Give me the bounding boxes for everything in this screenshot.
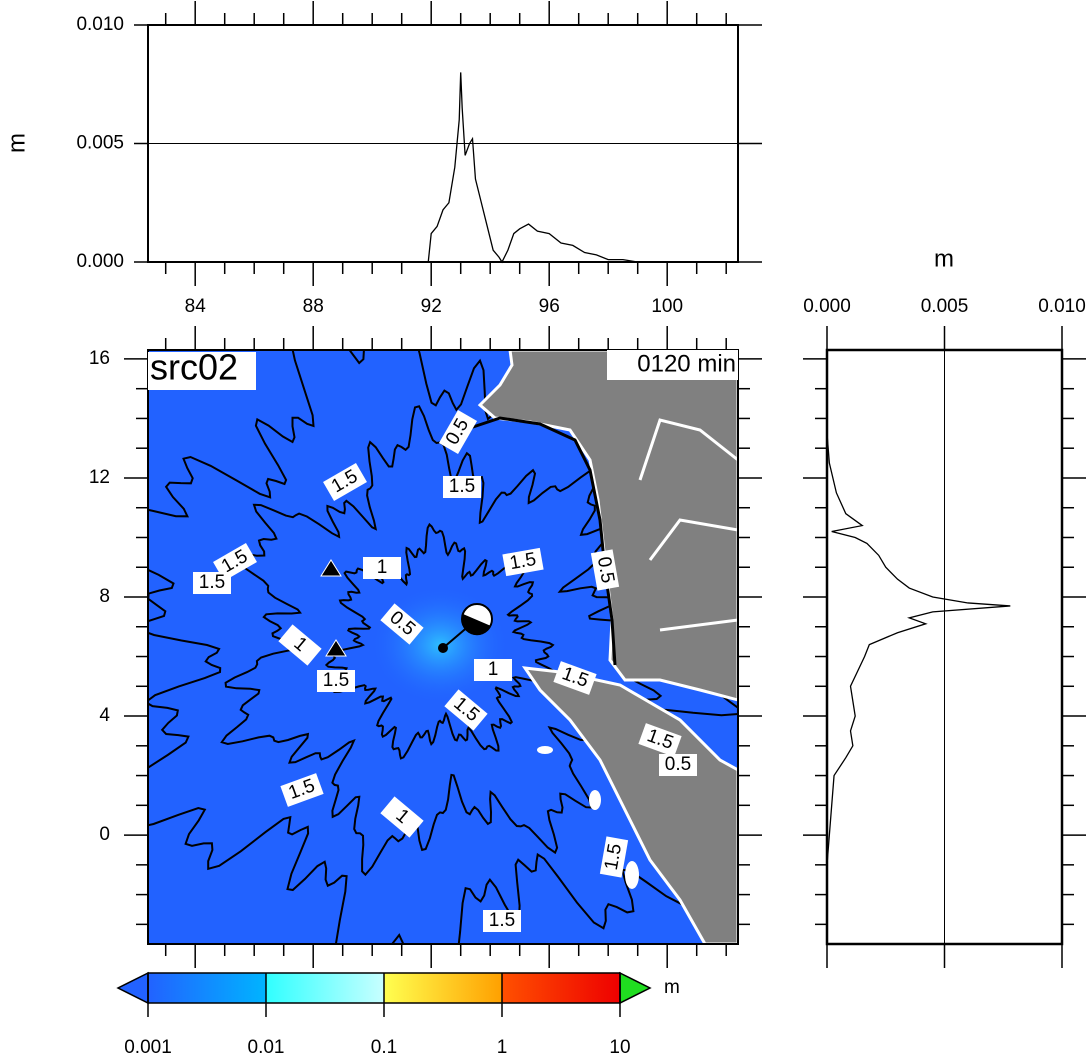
y-tick-label: 8 <box>99 586 110 607</box>
contour-label: 1.5 <box>199 572 225 593</box>
epicenter <box>438 643 448 653</box>
contour-label: 1.5 <box>601 842 626 872</box>
colorbar-tick-label: 10 <box>609 1037 630 1058</box>
island <box>625 861 639 889</box>
colorbar-under <box>116 971 149 1005</box>
contour-label-box <box>363 557 401 579</box>
island <box>537 746 553 754</box>
contour-label-box <box>443 476 481 498</box>
x-tick-label: 0.005 <box>921 296 969 317</box>
contour-label: 1.5 <box>449 476 475 497</box>
colorbar-segment <box>502 973 620 1003</box>
colorbar-segment <box>384 973 502 1003</box>
beachball-quadrant <box>461 614 491 636</box>
x-tick-label: 92 <box>421 296 442 317</box>
contour-label: 1 <box>377 557 388 578</box>
contour-label-box <box>553 661 597 695</box>
map-title: src02 <box>150 347 238 388</box>
y-tick-label: 0.000 <box>76 251 124 272</box>
contour-line <box>324 522 556 760</box>
contour-label-box <box>317 670 355 692</box>
colorbar-tick-label: 0.1 <box>371 1037 397 1058</box>
contour-label-box <box>474 659 512 681</box>
x-tick-label: 100 <box>651 296 683 317</box>
x-tick-label: 84 <box>185 296 207 317</box>
y-tick-label: 12 <box>89 467 110 488</box>
map-frame <box>147 349 739 945</box>
y-tick-label: 4 <box>99 705 110 726</box>
x-tick-label: 88 <box>303 296 324 317</box>
contour-label: 1.5 <box>323 670 349 691</box>
profile-line <box>826 433 1011 943</box>
contour-label: 1 <box>488 659 499 680</box>
contour-label-box <box>278 624 322 666</box>
x-axis-label: m <box>934 245 954 272</box>
annotation-box <box>607 350 738 380</box>
y-tick-label: 0.005 <box>76 133 124 154</box>
map-area <box>148 350 738 944</box>
colorbar-label: m <box>664 977 680 998</box>
time-annotation: 0120 min <box>637 350 736 377</box>
contour-label-box <box>638 723 682 757</box>
contour-label: 0.5 <box>593 555 618 585</box>
colorbar-over <box>619 971 652 1005</box>
contour-label-box <box>380 796 424 838</box>
station <box>320 559 342 577</box>
x-tick-label: 0.010 <box>1038 296 1086 317</box>
x-tick-label: 0.000 <box>803 296 851 317</box>
contour-label: 1.5 <box>489 910 515 931</box>
contour-label-box <box>444 689 488 731</box>
land <box>477 350 738 944</box>
colorbar-tick-label: 0.001 <box>124 1037 172 1058</box>
contour-label-box <box>213 542 257 582</box>
colorbar-segment <box>148 973 266 1003</box>
contour-label-box <box>483 910 521 932</box>
colorbar-tick-label: 1 <box>497 1037 508 1058</box>
land-mass <box>521 666 738 944</box>
y-axis-label: m <box>3 133 30 153</box>
coast-contour <box>469 416 617 666</box>
y-tick-label: 0.010 <box>76 14 124 35</box>
contour-label-box <box>280 773 324 807</box>
title-box <box>148 352 256 390</box>
contour-label: 0.5 <box>665 754 691 775</box>
colorbar-tick-label: 0.01 <box>248 1037 285 1058</box>
contour-label-box <box>599 836 629 878</box>
island <box>589 790 601 810</box>
x-tick-label: 96 <box>539 296 560 317</box>
contour-label-box <box>438 410 478 454</box>
contour-label-box <box>502 547 544 577</box>
contour-label-box <box>380 603 424 645</box>
colorbar-segment <box>266 973 384 1003</box>
contour-label-box <box>323 462 367 502</box>
contour-label-box <box>659 754 697 776</box>
contour-label-box <box>193 572 231 594</box>
border <box>638 418 738 632</box>
contour-label-box <box>590 549 620 591</box>
profile-line <box>427 72 638 264</box>
contour-label: 1.5 <box>508 549 538 574</box>
station <box>325 639 347 657</box>
y-tick-label: 16 <box>89 348 110 369</box>
y-tick-label: 0 <box>99 824 110 845</box>
